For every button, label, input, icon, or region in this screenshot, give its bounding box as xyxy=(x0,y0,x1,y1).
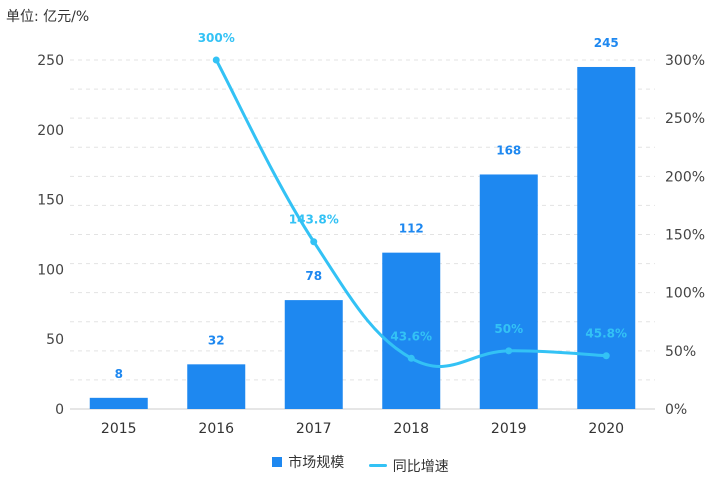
line-data-label: 143.8% xyxy=(289,213,339,227)
bar-data-label: 8 xyxy=(115,367,123,381)
bar-series: 8 32 78 112 168 245 xyxy=(89,36,636,409)
bar-data-label: 245 xyxy=(594,36,619,50)
line-point xyxy=(407,354,415,362)
y-right-tick-label: 100% xyxy=(665,286,705,302)
bar xyxy=(479,174,538,409)
bar xyxy=(187,364,246,409)
y-axis-right: 0% 50% 100% 150% 200% 250% 300% xyxy=(665,53,705,418)
line-point xyxy=(310,238,318,246)
growth-line xyxy=(214,58,608,368)
y-left-tick-label: 150 xyxy=(37,193,64,209)
line-point xyxy=(212,56,220,64)
bar xyxy=(89,397,148,409)
y-left-tick-label: 50 xyxy=(46,332,64,348)
y-right-tick-label: 0% xyxy=(665,402,687,418)
line-data-label: 300% xyxy=(198,31,235,45)
x-tick-label: 2017 xyxy=(296,421,332,437)
x-axis: 2015 2016 2017 2018 2019 2020 xyxy=(101,421,624,437)
y-left-tick-label: 100 xyxy=(37,262,64,278)
grid-lines xyxy=(70,59,655,410)
legend-swatch-line xyxy=(368,464,387,467)
combo-chart: 0 50 100 150 200 250 0% 50% 100% 150% 200% 250% 300… xyxy=(37,31,705,437)
line-data-label: 43.6% xyxy=(390,329,432,343)
y-right-tick-label: 150% xyxy=(665,228,705,244)
legend-label-market-size: 市场规模 xyxy=(288,455,345,471)
bar xyxy=(577,66,636,409)
bar xyxy=(284,300,343,409)
y-right-tick-label: 200% xyxy=(665,169,705,185)
legend-swatch-bar xyxy=(272,457,283,467)
x-tick-label: 2020 xyxy=(588,421,624,437)
y-left-tick-label: 200 xyxy=(37,123,64,139)
bar xyxy=(382,252,441,409)
bar-data-label: 78 xyxy=(305,269,322,283)
line-data-label: 50% xyxy=(494,322,523,336)
x-tick-label: 2019 xyxy=(491,421,527,437)
legend-item-market-size[interactable]: 市场规模 xyxy=(272,452,344,472)
y-axis-left: 0 50 100 150 200 250 xyxy=(37,53,64,418)
y-right-tick-label: 250% xyxy=(665,111,705,127)
legend-label-growth: 同比增速 xyxy=(392,458,449,475)
bar-data-label: 168 xyxy=(496,143,521,157)
legend: 市场规模 同比增速 xyxy=(0,452,721,476)
x-tick-label: 2016 xyxy=(198,421,234,437)
legend-item-growth[interactable]: 同比增速 xyxy=(368,456,449,476)
line-series: 300% 143.8% 43.6% 50% 45.8% xyxy=(198,31,627,368)
line-data-label: 45.8% xyxy=(585,327,627,341)
y-right-tick-label: 50% xyxy=(665,344,696,360)
line-point xyxy=(505,347,513,355)
x-tick-label: 2018 xyxy=(393,421,429,437)
unit-label: 单位: 亿元/% xyxy=(6,9,90,25)
y-left-tick-label: 250 xyxy=(37,53,64,69)
y-right-tick-label: 300% xyxy=(665,53,705,69)
bar-data-label: 32 xyxy=(208,333,225,347)
bar-data-label: 112 xyxy=(399,222,424,236)
y-left-tick-label: 0 xyxy=(55,402,64,418)
line-point xyxy=(602,352,610,360)
x-tick-label: 2015 xyxy=(101,421,137,437)
